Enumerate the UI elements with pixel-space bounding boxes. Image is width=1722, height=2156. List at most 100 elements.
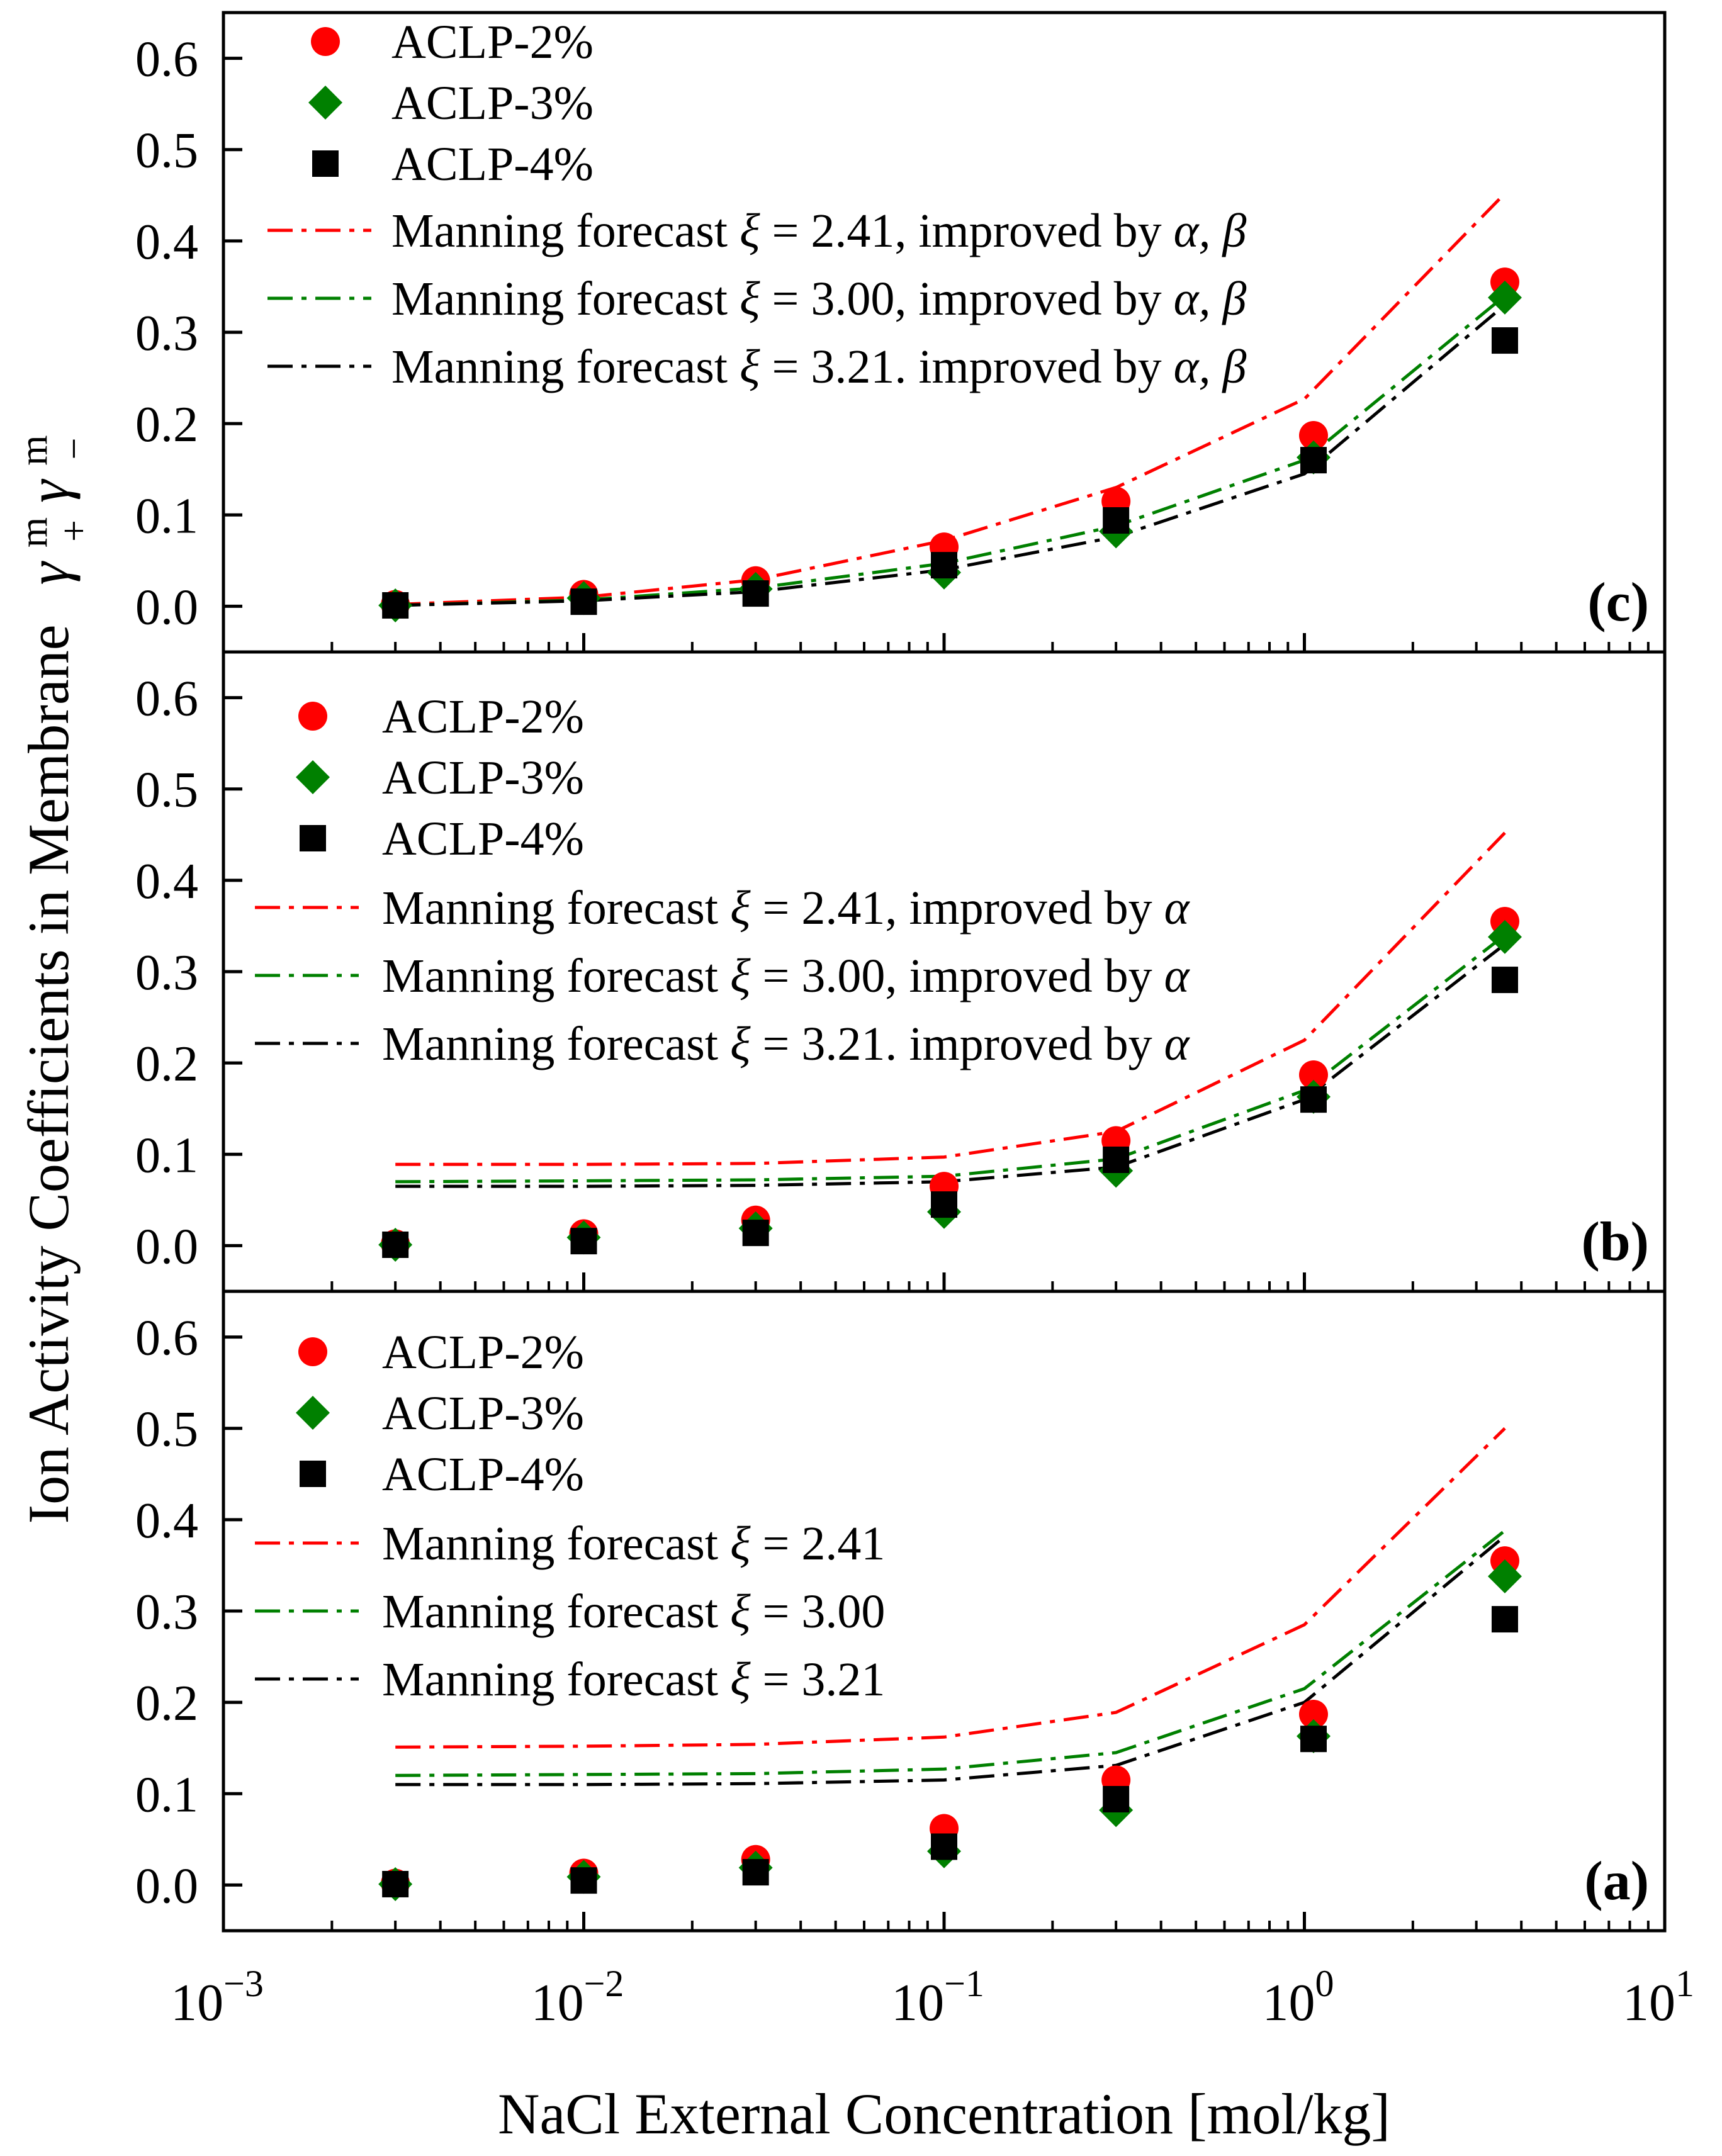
y-tick-label: 0.6: [135, 1311, 198, 1366]
y-axis-label-gamma-plus: γ: [16, 560, 81, 585]
panel-a: 0.0 0.1 0.2 0.3 0.4 0.5 0.6 ACLP-2% ACLP-3% ACLP-…: [135, 1289, 1667, 1933]
x-tick-label: 10−3: [171, 1963, 264, 2032]
model-line-1: [395, 1427, 1506, 1749]
data-point-ACLP-4%: [1300, 447, 1327, 474]
legend-label: ACLP-2%: [382, 1326, 584, 1379]
data-point-ACLP-4%: [382, 1870, 409, 1897]
data-point-ACLP-2%: [1298, 421, 1328, 451]
legend-marker-2: [296, 1396, 330, 1430]
y-tick-label: 0.2: [135, 397, 198, 452]
data-point-ACLP-4%: [931, 1191, 957, 1218]
legend-marker-3: [300, 825, 326, 851]
x-tick-label: 10−2: [531, 1963, 624, 2032]
y-tick-label: 0.2: [135, 1676, 198, 1731]
legend-marker-3: [300, 1461, 326, 1487]
data-point-ACLP-2%: [1298, 1060, 1328, 1090]
model-line-2: [395, 1529, 1506, 1777]
data-point-ACLP-4%: [931, 552, 957, 579]
y-tick-label: 0.4: [135, 1493, 198, 1549]
data-point-ACLP-4%: [1103, 507, 1130, 534]
data-point-ACLP-4%: [570, 1867, 597, 1894]
model-line-1: [395, 831, 1506, 1166]
legend-line-label: Manning forecast ξ = 3.21: [382, 1653, 885, 1706]
panels: 0.0 0.1 0.2 0.3 0.4 0.5 0.6 ACLP-2% ACLP-3% ACLP-…: [135, 11, 1667, 1933]
y-tick-label: 0.2: [135, 1036, 198, 1092]
data-point-ACLP-4%: [1300, 1086, 1327, 1113]
legend-line-label: Manning forecast ξ = 3.00, improved by α…: [391, 272, 1247, 325]
data-point-ACLP-4%: [1103, 1146, 1130, 1173]
y-tick-label: 0.0: [135, 1219, 198, 1274]
y-tick-label: 0.3: [135, 306, 198, 361]
data-point-ACLP-4%: [1491, 327, 1518, 354]
legend-label: ACLP-4%: [391, 138, 594, 191]
x-tick-label: 101: [1623, 1963, 1694, 2032]
y-tick-label: 0.6: [135, 671, 198, 727]
y-tick-label: 0.4: [135, 215, 198, 270]
legend-label: ACLP-3%: [391, 77, 594, 130]
y-axis-label-sup-minus: m: [13, 435, 55, 465]
y-axis-label: Ion Activity Coefficients in Membrane γ …: [0, 420, 99, 1524]
y-axis-label-sub-plus: +: [53, 520, 96, 542]
y-tick-label: 0.3: [135, 1585, 198, 1640]
data-point-ACLP-3%: [1487, 919, 1522, 954]
panel-label: (a): [1584, 1851, 1649, 1912]
y-tick-label: 0.4: [135, 854, 198, 909]
legend-line-label: Manning forecast ξ = 3.00: [382, 1585, 885, 1638]
legend-line-label: Manning forecast ξ = 3.00, improved by α: [382, 950, 1191, 1002]
y-tick-label: 0.5: [135, 1402, 198, 1457]
data-point-ACLP-4%: [742, 580, 769, 607]
y-axis-label-sup-plus: m: [13, 517, 55, 547]
data-point-ACLP-4%: [931, 1833, 957, 1860]
legend-marker-1: [311, 27, 340, 56]
data-point-ACLP-2%: [1298, 1700, 1328, 1729]
panel-label: (b): [1581, 1211, 1649, 1272]
legend-label: ACLP-2%: [391, 16, 594, 69]
data-point-ACLP-4%: [1491, 1606, 1518, 1633]
y-tick-label: 0.3: [135, 945, 198, 1001]
legend-marker-3: [312, 150, 339, 177]
legend-line-label: Manning forecast ξ = 3.21. improved by α…: [391, 340, 1247, 393]
legend-marker-2: [308, 86, 342, 120]
y-tick-label: 0.5: [135, 763, 198, 818]
x-tick-labels: 10−3 10−2 10−1 100 101: [171, 1963, 1694, 2032]
legend-marker-2: [296, 760, 330, 794]
legend-line-label: Manning forecast ξ = 2.41: [382, 1517, 885, 1570]
data-point-ACLP-4%: [742, 1859, 769, 1886]
data-point-ACLP-4%: [1103, 1785, 1130, 1812]
svg-text:Ion Activity Coefficients in M: Ion Activity Coefficients in Membrane γ …: [0, 420, 99, 1524]
y-tick-label: 0.0: [135, 1858, 198, 1914]
data-point-ACLP-3%: [1487, 1559, 1522, 1593]
legend-label: ACLP-4%: [382, 812, 584, 865]
model-line-3: [395, 1535, 1506, 1787]
legend-label: ACLP-3%: [382, 751, 584, 804]
data-point-ACLP-4%: [1300, 1726, 1327, 1753]
x-tick-label: 100: [1263, 1963, 1334, 2032]
y-axis-label-sub-minus: −: [53, 437, 96, 459]
data-point-ACLP-4%: [382, 592, 409, 619]
legend-label: ACLP-4%: [382, 1448, 584, 1501]
legend-line-label: Manning forecast ξ = 2.41, improved by α…: [391, 205, 1247, 257]
y-tick-label: 0.1: [135, 1767, 198, 1822]
data-point-ACLP-4%: [742, 1220, 769, 1247]
data-point-ACLP-4%: [382, 1231, 409, 1258]
y-tick-label: 0.1: [135, 488, 198, 544]
x-axis-label: NaCl External Concentration [mol/kg]: [498, 2082, 1390, 2146]
panel-c: 0.0 0.1 0.2 0.3 0.4 0.5 0.6 ACLP-2% ACLP-3% ACLP-…: [135, 11, 1667, 654]
y-tick-label: 0.1: [135, 1128, 198, 1183]
y-axis-label-gamma-minus: γ: [16, 478, 81, 503]
legend-label: ACLP-3%: [382, 1387, 584, 1440]
data-point-ACLP-3%: [1487, 280, 1522, 315]
legend-line-label: Manning forecast ξ = 3.21. improved by α: [382, 1018, 1191, 1070]
data-point-ACLP-4%: [1491, 967, 1518, 994]
legend-marker-1: [298, 702, 327, 731]
legend-label: ACLP-2%: [382, 690, 584, 743]
legend-line-label: Manning forecast ξ = 2.41, improved by α: [382, 882, 1191, 935]
x-tick-label: 10−1: [891, 1963, 984, 2032]
y-tick-label: 0.6: [135, 32, 198, 87]
y-tick-label: 0.5: [135, 123, 198, 179]
data-point-ACLP-4%: [570, 588, 597, 615]
panel-label: (c): [1587, 572, 1649, 633]
y-axis-label-text: Ion Activity Coefficients in Membrane: [16, 624, 81, 1524]
